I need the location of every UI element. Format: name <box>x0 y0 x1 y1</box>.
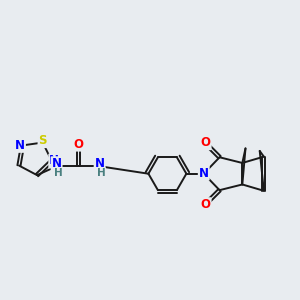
Text: O: O <box>201 136 211 149</box>
Text: N: N <box>199 167 209 180</box>
Text: N: N <box>15 139 25 152</box>
Text: N: N <box>52 157 61 170</box>
Text: H: H <box>53 168 62 178</box>
Text: N: N <box>94 157 105 170</box>
Text: S: S <box>38 134 47 147</box>
Text: O: O <box>201 198 211 211</box>
Text: H: H <box>97 168 105 178</box>
Text: N: N <box>49 154 59 167</box>
Text: O: O <box>73 138 83 151</box>
